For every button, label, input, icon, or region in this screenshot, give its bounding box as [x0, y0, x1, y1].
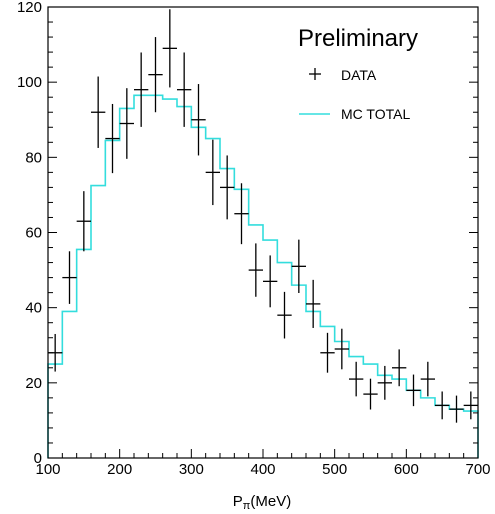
- data-point: [62, 251, 77, 304]
- mc-total-histogram: [47, 94, 479, 458]
- data-point: [349, 361, 364, 397]
- x-tick-label: 200: [107, 461, 132, 478]
- data-point: [134, 52, 149, 127]
- data-point: [334, 328, 349, 370]
- data-point: [377, 365, 392, 400]
- x-axis-label-sub: π: [243, 500, 251, 512]
- data-point: [320, 332, 335, 373]
- x-axis-label-unit: (MeV): [250, 493, 291, 510]
- legend-mc-label: MC TOTAL: [341, 106, 410, 122]
- chart-title: Preliminary: [298, 25, 418, 52]
- x-tick-label: 700: [465, 461, 490, 478]
- y-tick-label: 120: [17, 0, 42, 16]
- data-point: [420, 361, 435, 397]
- x-tick-label: 400: [250, 461, 275, 478]
- data-point: [148, 37, 163, 113]
- data-point: [220, 155, 235, 220]
- data-point: [162, 9, 177, 88]
- x-tick-label: 300: [179, 461, 204, 478]
- data-point: [76, 191, 91, 252]
- data-point: [363, 378, 378, 410]
- data-point: [91, 76, 106, 148]
- legend: DATA MC TOTAL: [299, 67, 410, 122]
- data-point: [191, 84, 206, 156]
- data-point: [119, 88, 134, 159]
- x-axis-label: Pπ(MeV): [233, 493, 291, 512]
- y-tick-label: 100: [17, 74, 42, 91]
- data-point: [291, 239, 306, 294]
- y-tick-label: 0: [34, 450, 42, 467]
- x-tick-label: 100: [35, 461, 60, 478]
- y-tick-label: 40: [25, 300, 42, 317]
- y-tick-label: 80: [25, 149, 42, 166]
- legend-data-marker: [309, 68, 321, 80]
- y-tick-label: 20: [25, 375, 42, 392]
- plot-area: [47, 9, 479, 458]
- legend-data-label: DATA: [341, 67, 377, 83]
- data-point: [205, 139, 220, 206]
- x-tick-label: 600: [394, 461, 419, 478]
- data-point: [406, 374, 421, 407]
- data-point: [177, 52, 192, 127]
- data-point: [449, 395, 464, 423]
- data-point: [248, 243, 263, 297]
- axes: 100 200 300 400 500 600 700 0 20 40 60 80 100 120: [17, 0, 491, 478]
- data-point: [277, 291, 292, 339]
- data-point: [306, 279, 321, 328]
- data-point: [463, 391, 478, 420]
- data-point: [435, 391, 450, 420]
- data-point: [392, 349, 407, 387]
- data-point: [105, 103, 120, 174]
- data-point: [263, 255, 278, 308]
- data-point: [234, 183, 249, 245]
- x-tick-label: 500: [322, 461, 347, 478]
- y-tick-label: 60: [25, 225, 42, 242]
- x-axis-label-main: P: [233, 493, 243, 510]
